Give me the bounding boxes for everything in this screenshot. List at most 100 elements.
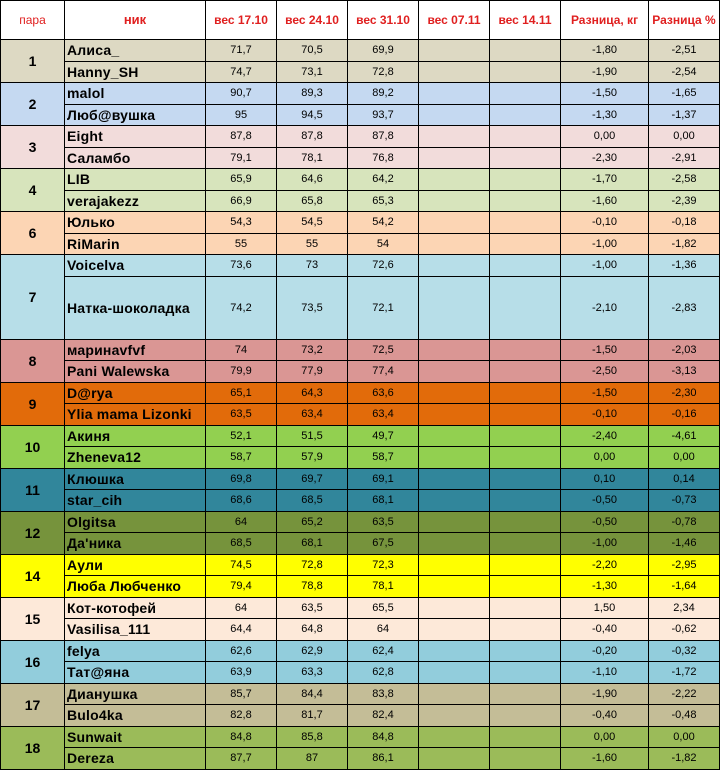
- table-row: Vasilisa_111 64,4 64,8 64 -0,40 -0,62: [1, 618, 720, 641]
- nick-cell: Люб@вушка: [64, 103, 206, 126]
- weight-5-cell: [489, 682, 561, 705]
- weight-3-cell: 78,1: [347, 575, 419, 598]
- table-row: 10 Акиня 52,1 51,5 49,7 -2,40 -4,61: [0, 424, 720, 469]
- weight-3-cell: 89,2: [347, 82, 419, 105]
- table-row: 4 LIB 65,9 64,6 64,2 -1,70 -2,58: [0, 168, 720, 212]
- weight-3-cell: 63,4: [347, 403, 419, 426]
- nick-cell: Дианушка: [64, 682, 206, 705]
- weight-5-cell: [489, 725, 561, 748]
- diff-pct-cell: -1,37: [648, 103, 720, 126]
- weight-1-cell: 84,8: [205, 725, 277, 748]
- nick-cell: Алиса_: [64, 39, 206, 62]
- weight-5-cell: [489, 618, 561, 641]
- weight-1-cell: 64,4: [205, 618, 277, 641]
- diff-kg-cell: -1,00: [560, 232, 649, 255]
- weight-2-cell: 87: [276, 747, 348, 770]
- table-row: 1 Алиса_ 71,7 70,5 69,9 -1,80 -2,51: [0, 39, 720, 83]
- header-weight-3: вес 31.10: [347, 0, 419, 40]
- diff-pct-cell: 0,14: [648, 467, 720, 490]
- weight-2-cell: 63,5: [276, 596, 348, 619]
- weight-1-cell: 66,9: [205, 189, 277, 212]
- weight-2-cell: 64,8: [276, 618, 348, 641]
- diff-pct-cell: -2,54: [648, 60, 720, 83]
- weight-2-cell: 65,8: [276, 189, 348, 212]
- table-row: star_cih 68,6 68,5 68,1 -0,50 -0,73: [1, 489, 720, 512]
- nick-cell: Vasilisa_111: [64, 618, 206, 641]
- weight-4-cell: [418, 446, 490, 469]
- pair-number: 7: [0, 254, 65, 340]
- weight-5-cell: [489, 125, 561, 148]
- diff-kg-cell: -0,50: [560, 510, 649, 533]
- pair-number: 10: [0, 424, 65, 469]
- weight-4-cell: [418, 661, 490, 684]
- nick-cell: Pani Walewska: [64, 360, 206, 383]
- weight-1-cell: 68,5: [205, 532, 277, 555]
- pair-number: 4: [0, 168, 65, 212]
- weight-4-cell: [418, 189, 490, 212]
- diff-kg-cell: 0,00: [560, 725, 649, 748]
- weight-1-cell: 64: [205, 510, 277, 533]
- weight-4-cell: [418, 596, 490, 619]
- table-row: 15 Кот-котофей 64 63,5 65,5 1,50 2,34: [0, 596, 720, 641]
- diff-kg-cell: -0,40: [560, 704, 649, 727]
- header-pair: пара: [0, 0, 65, 40]
- weight-3-cell: 84,8: [347, 725, 419, 748]
- header-weight-1: вес 17.10: [205, 0, 277, 40]
- nick-cell: RiMarin: [64, 232, 206, 255]
- weight-5-cell: [489, 661, 561, 684]
- diff-kg-cell: 0,00: [560, 125, 649, 148]
- nick-cell: Eight: [64, 125, 206, 148]
- nick-cell: D@rya: [64, 381, 206, 404]
- weight-4-cell: [418, 168, 490, 191]
- diff-kg-cell: -1,50: [560, 338, 649, 361]
- weight-1-cell: 71,7: [205, 39, 277, 62]
- weight-5-cell: [489, 553, 561, 576]
- weight-4-cell: [418, 82, 490, 105]
- weight-3-cell: 72,1: [347, 275, 419, 340]
- pair-number: 9: [0, 381, 65, 426]
- nick-cell: Тат@яна: [64, 661, 206, 684]
- table-row: Люб@вушка 95 94,5 93,7 -1,30 -1,37: [1, 103, 720, 126]
- table-row: 3 Eight 87,8 87,8 87,8 0,00 0,00: [0, 125, 720, 169]
- weight-3-cell: 72,3: [347, 553, 419, 576]
- weight-3-cell: 69,1: [347, 467, 419, 490]
- weight-5-cell: [489, 446, 561, 469]
- header-weight-5: вес 14.11: [489, 0, 561, 40]
- diff-kg-cell: 1,50: [560, 596, 649, 619]
- table-row: Dereza 87,7 87 86,1 -1,60 -1,82: [1, 747, 720, 770]
- weight-3-cell: 72,8: [347, 60, 419, 83]
- weight-3-cell: 54: [347, 232, 419, 255]
- pair-number: 18: [0, 725, 65, 770]
- diff-pct-cell: -2,30: [648, 381, 720, 404]
- nick-cell: маринavfvf: [64, 338, 206, 361]
- weight-4-cell: [418, 39, 490, 62]
- pair-number: 11: [0, 467, 65, 512]
- weight-3-cell: 72,5: [347, 338, 419, 361]
- weight-4-cell: [418, 232, 490, 255]
- table-row: 9 D@rya 65,1 64,3 63,6 -1,50 -2,30: [0, 381, 720, 426]
- nick-cell: Sunwait: [64, 725, 206, 748]
- weight-4-cell: [418, 682, 490, 705]
- weight-2-cell: 64,6: [276, 168, 348, 191]
- weight-3-cell: 68,1: [347, 489, 419, 512]
- table-row: Люба Любченко 79,4 78,8 78,1 -1,30 -1,64: [1, 575, 720, 598]
- nick-cell: Voicelva: [64, 254, 206, 277]
- pair-number: 15: [0, 596, 65, 641]
- table-row: Ylia mama Lizonki 63,5 63,4 63,4 -0,10 -0,16: [1, 403, 720, 426]
- weight-1-cell: 63,9: [205, 661, 277, 684]
- weight-2-cell: 85,8: [276, 725, 348, 748]
- table-row: Саламбо 79,1 78,1 76,8 -2,30 -2,91: [1, 146, 720, 169]
- weight-5-cell: [489, 60, 561, 83]
- nick-cell: felya: [64, 639, 206, 662]
- weight-5-cell: [489, 532, 561, 555]
- weight-4-cell: [418, 747, 490, 770]
- diff-kg-cell: -2,30: [560, 146, 649, 169]
- diff-kg-cell: -1,60: [560, 189, 649, 212]
- nick-cell: Люба Любченко: [64, 575, 206, 598]
- nick-cell: Кот-котофей: [64, 596, 206, 619]
- weight-1-cell: 58,7: [205, 446, 277, 469]
- pair-number: 12: [0, 510, 65, 555]
- diff-kg-cell: -1,90: [560, 60, 649, 83]
- weight-5-cell: [489, 639, 561, 662]
